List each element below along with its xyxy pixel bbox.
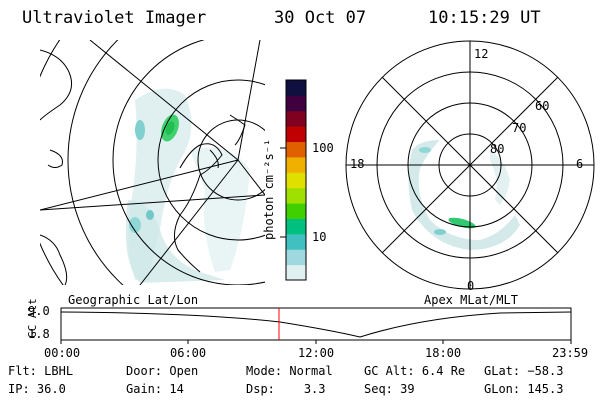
mlt-label-0: 0	[467, 279, 474, 293]
colorbar-segment	[286, 126, 306, 143]
colorbar-segment	[286, 218, 306, 235]
colorbar	[280, 79, 307, 281]
mlt-label-6: 6	[576, 157, 583, 171]
colorbar-segment	[286, 95, 306, 112]
colorbar-segment	[286, 203, 306, 219]
date-label: 30 Oct 07	[274, 8, 367, 28]
altitude-timeline: GC Alt	[26, 298, 572, 344]
geo-longitude-lines	[40, 40, 265, 285]
time-tick-0600: 06:00	[170, 346, 207, 360]
colorbar-segment	[286, 156, 306, 173]
time-tick-1200: 12:00	[298, 346, 335, 360]
status-mode: Mode: Normal	[246, 364, 333, 378]
altitude-ytick-low: 1.8	[28, 327, 50, 341]
colorbar-tick-10: 10	[312, 230, 327, 244]
time-tick-1800: 18:00	[425, 346, 462, 360]
time-tick-0000: 00:00	[44, 346, 81, 360]
colorbar-segment	[286, 233, 306, 250]
colorbar-segment	[286, 141, 306, 158]
geo-coastlines	[40, 49, 246, 285]
geographic-map	[40, 40, 265, 285]
time-tick-2359: 23:59	[552, 346, 589, 360]
colorbar-segment	[286, 264, 306, 281]
altitude-ytick-high: 9.0	[28, 304, 50, 318]
polar-plot-label: Apex MLat/MLT	[424, 293, 518, 307]
status-filter: Flt: LBHL	[8, 364, 74, 378]
status-gc-alt: GC Alt: 6.4 Re	[364, 364, 466, 378]
lat-label-60: 60	[535, 99, 549, 113]
geo-aurora-emission	[125, 88, 250, 283]
status-glon: GLon: 145.3	[484, 382, 564, 396]
colorbar-tick-100: 100	[312, 141, 334, 155]
colorbar-segment	[286, 110, 306, 127]
colorbar-unit-label: photon cm⁻²s⁻¹	[262, 138, 276, 240]
lat-label-80: 80	[490, 142, 504, 156]
status-dsp: Dsp: 3.3	[246, 382, 326, 396]
mlt-label-18: 18	[350, 157, 364, 171]
geo-map-label: Geographic Lat/Lon	[68, 293, 199, 307]
status-seq: Seq: 39	[364, 382, 415, 396]
colorbar-segment	[286, 80, 306, 96]
polar-aurora-emission	[408, 140, 520, 250]
status-gain: Gain: 14	[126, 382, 184, 396]
colorbar-segment	[286, 249, 306, 266]
lat-label-70: 70	[512, 121, 526, 135]
polar-mlat-mlt-plot: 12 18 6 0 60 70 80	[345, 40, 595, 293]
mlt-label-12: 12	[474, 47, 488, 61]
status-door: Door: Open	[126, 364, 199, 378]
status-ip: IP: 36.0	[8, 382, 66, 396]
colorbar-segment	[286, 172, 306, 189]
status-glat: GLat: −58.3	[484, 364, 564, 378]
instrument-title: Ultraviolet Imager	[22, 8, 207, 28]
altitude-ylabel: GC Alt	[26, 298, 39, 338]
colorbar-segment	[286, 187, 306, 204]
time-label: 10:15:29 UT	[428, 8, 541, 28]
